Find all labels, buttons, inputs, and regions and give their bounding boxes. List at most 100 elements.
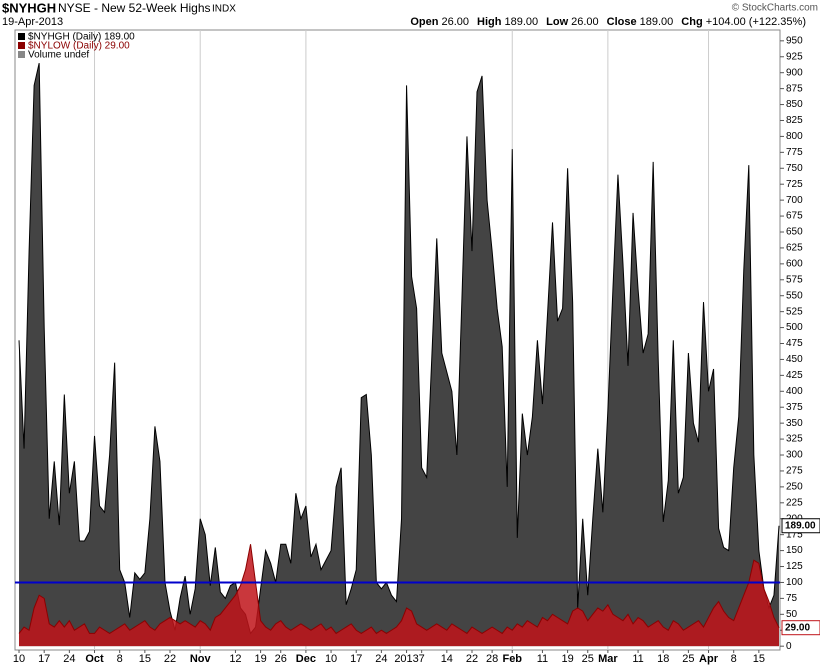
x-tick-label: 10 xyxy=(13,653,25,665)
y-tick-label: 900 xyxy=(786,67,803,78)
x-tick-label: 17 xyxy=(350,653,362,665)
last-value-box xyxy=(781,620,820,636)
stat-label: High xyxy=(477,16,502,28)
x-tick-label: 25 xyxy=(582,653,594,665)
x-tick-label: 2013 xyxy=(394,653,418,665)
series-line xyxy=(18,63,780,635)
y-tick-label: 175 xyxy=(786,529,803,540)
date: 19-Apr-2013 xyxy=(2,16,63,28)
x-tick-label: 26 xyxy=(275,653,287,665)
y-tick-label: 50 xyxy=(786,609,798,620)
y-tick-label: 875 xyxy=(786,83,803,94)
y-tick-label: 350 xyxy=(786,418,803,429)
stat-value: +104.00 (+122.35%) xyxy=(706,16,806,28)
series-line xyxy=(18,544,780,635)
y-tick-label: 225 xyxy=(786,497,803,508)
stat-value: 26.00 xyxy=(571,16,599,28)
stat-label: Open xyxy=(410,16,438,28)
x-tick-label: 7 xyxy=(419,653,425,665)
chart-title: NYSE - New 52-Week Highs xyxy=(58,1,211,15)
legend-swatch xyxy=(18,42,25,49)
y-tick-label: 400 xyxy=(786,386,803,397)
y-tick-label: 625 xyxy=(786,243,803,254)
y-tick-label: 150 xyxy=(786,545,803,556)
x-tick-label: 24 xyxy=(63,653,75,665)
x-tick-label: 11 xyxy=(537,653,548,665)
symbol: $NYHGH xyxy=(2,0,56,15)
x-tick-label: 24 xyxy=(375,653,387,665)
y-tick-label: 825 xyxy=(786,115,803,126)
stats: +104.00 (+122.35%)Chg189.00Close26.00Low… xyxy=(410,16,806,28)
y-tick-label: 650 xyxy=(786,227,803,238)
y-tick-label: 725 xyxy=(786,179,803,190)
last-value-box xyxy=(781,518,820,534)
y-tick-label: 300 xyxy=(786,450,803,461)
stat-value: 189.00 xyxy=(504,16,538,28)
y-tick-label: 550 xyxy=(786,290,803,301)
y-tick-label: 600 xyxy=(786,258,803,269)
x-tick-label: 25 xyxy=(682,653,694,665)
y-tick-label: 75 xyxy=(786,593,798,604)
y-tick-label: 0 xyxy=(786,641,792,652)
x-tick-label: 8 xyxy=(731,653,737,665)
y-tick-label: 675 xyxy=(786,211,803,222)
y-tick-label: 500 xyxy=(786,322,803,333)
x-tick-label: Apr xyxy=(699,653,719,665)
x-tick-label: Dec xyxy=(296,653,316,665)
x-tick-label: 12 xyxy=(229,653,241,665)
y-tick-label: 325 xyxy=(786,434,803,445)
y-tick-label: 275 xyxy=(786,466,803,477)
x-tick-label: 8 xyxy=(117,653,123,665)
legend-swatch xyxy=(18,51,25,58)
y-tick-label: 575 xyxy=(786,274,803,285)
legend-label: $NYLOW (Daily) 29.00 xyxy=(28,41,130,52)
x-tick-label: 15 xyxy=(139,653,151,665)
stat-value: 26.00 xyxy=(442,16,470,28)
y-tick-label: 425 xyxy=(786,370,803,381)
stat-value: 189.00 xyxy=(640,16,674,28)
legend-label: Volume undef xyxy=(28,50,89,61)
x-tick-label: 19 xyxy=(561,653,573,665)
area-fill xyxy=(19,544,779,647)
x-tick-label: 18 xyxy=(657,653,669,665)
x-tick-label: 10 xyxy=(325,653,337,665)
y-tick-label: 850 xyxy=(786,99,803,110)
stat-label: Low xyxy=(546,16,568,28)
plot xyxy=(15,63,780,647)
x-tick-label: 28 xyxy=(486,653,498,665)
legend-swatch xyxy=(18,33,25,40)
stat-label: Close xyxy=(607,16,637,28)
x-tick-label: 22 xyxy=(164,653,176,665)
y-tick-label: 475 xyxy=(786,338,803,349)
y-tick-label: 775 xyxy=(786,147,803,158)
y-tick-label: 800 xyxy=(786,131,803,142)
exchange: INDX xyxy=(212,4,236,15)
y-tick-label: 700 xyxy=(786,195,803,206)
x-tick-label: Feb xyxy=(502,653,522,665)
y-tick-label: 100 xyxy=(786,577,803,588)
x-tick-label: 14 xyxy=(441,653,453,665)
x-tick-label: 22 xyxy=(466,653,478,665)
x-tick-label: Nov xyxy=(190,653,212,665)
x-tick-label: 17 xyxy=(38,653,50,665)
stat-label: Chg xyxy=(681,16,702,28)
y-tick-label: 750 xyxy=(786,163,803,174)
x-tick-label: Mar xyxy=(598,653,618,665)
y-tick-label: 925 xyxy=(786,51,803,62)
x-tick-label: Oct xyxy=(85,653,104,665)
x-tick-label: 19 xyxy=(254,653,266,665)
last-value-label: 29.00 xyxy=(785,622,810,633)
y-tick-label: 125 xyxy=(786,561,803,572)
y-tick-label: 950 xyxy=(786,35,803,46)
legend: $NYHGH (Daily) 189.00$NYLOW (Daily) 29.0… xyxy=(18,32,135,61)
legend-label: $NYHGH (Daily) 189.00 xyxy=(28,32,135,43)
y-tick-label: 450 xyxy=(786,354,803,365)
source: © StockCharts.com xyxy=(732,3,818,14)
axes: 0255075100125150175200225250275300325350… xyxy=(13,35,820,665)
y-tick-label: 375 xyxy=(786,402,803,413)
y-tick-label: 525 xyxy=(786,306,803,317)
last-value-label: 189.00 xyxy=(785,520,816,531)
x-tick-label: 15 xyxy=(753,653,765,665)
x-tick-label: 11 xyxy=(632,653,643,665)
